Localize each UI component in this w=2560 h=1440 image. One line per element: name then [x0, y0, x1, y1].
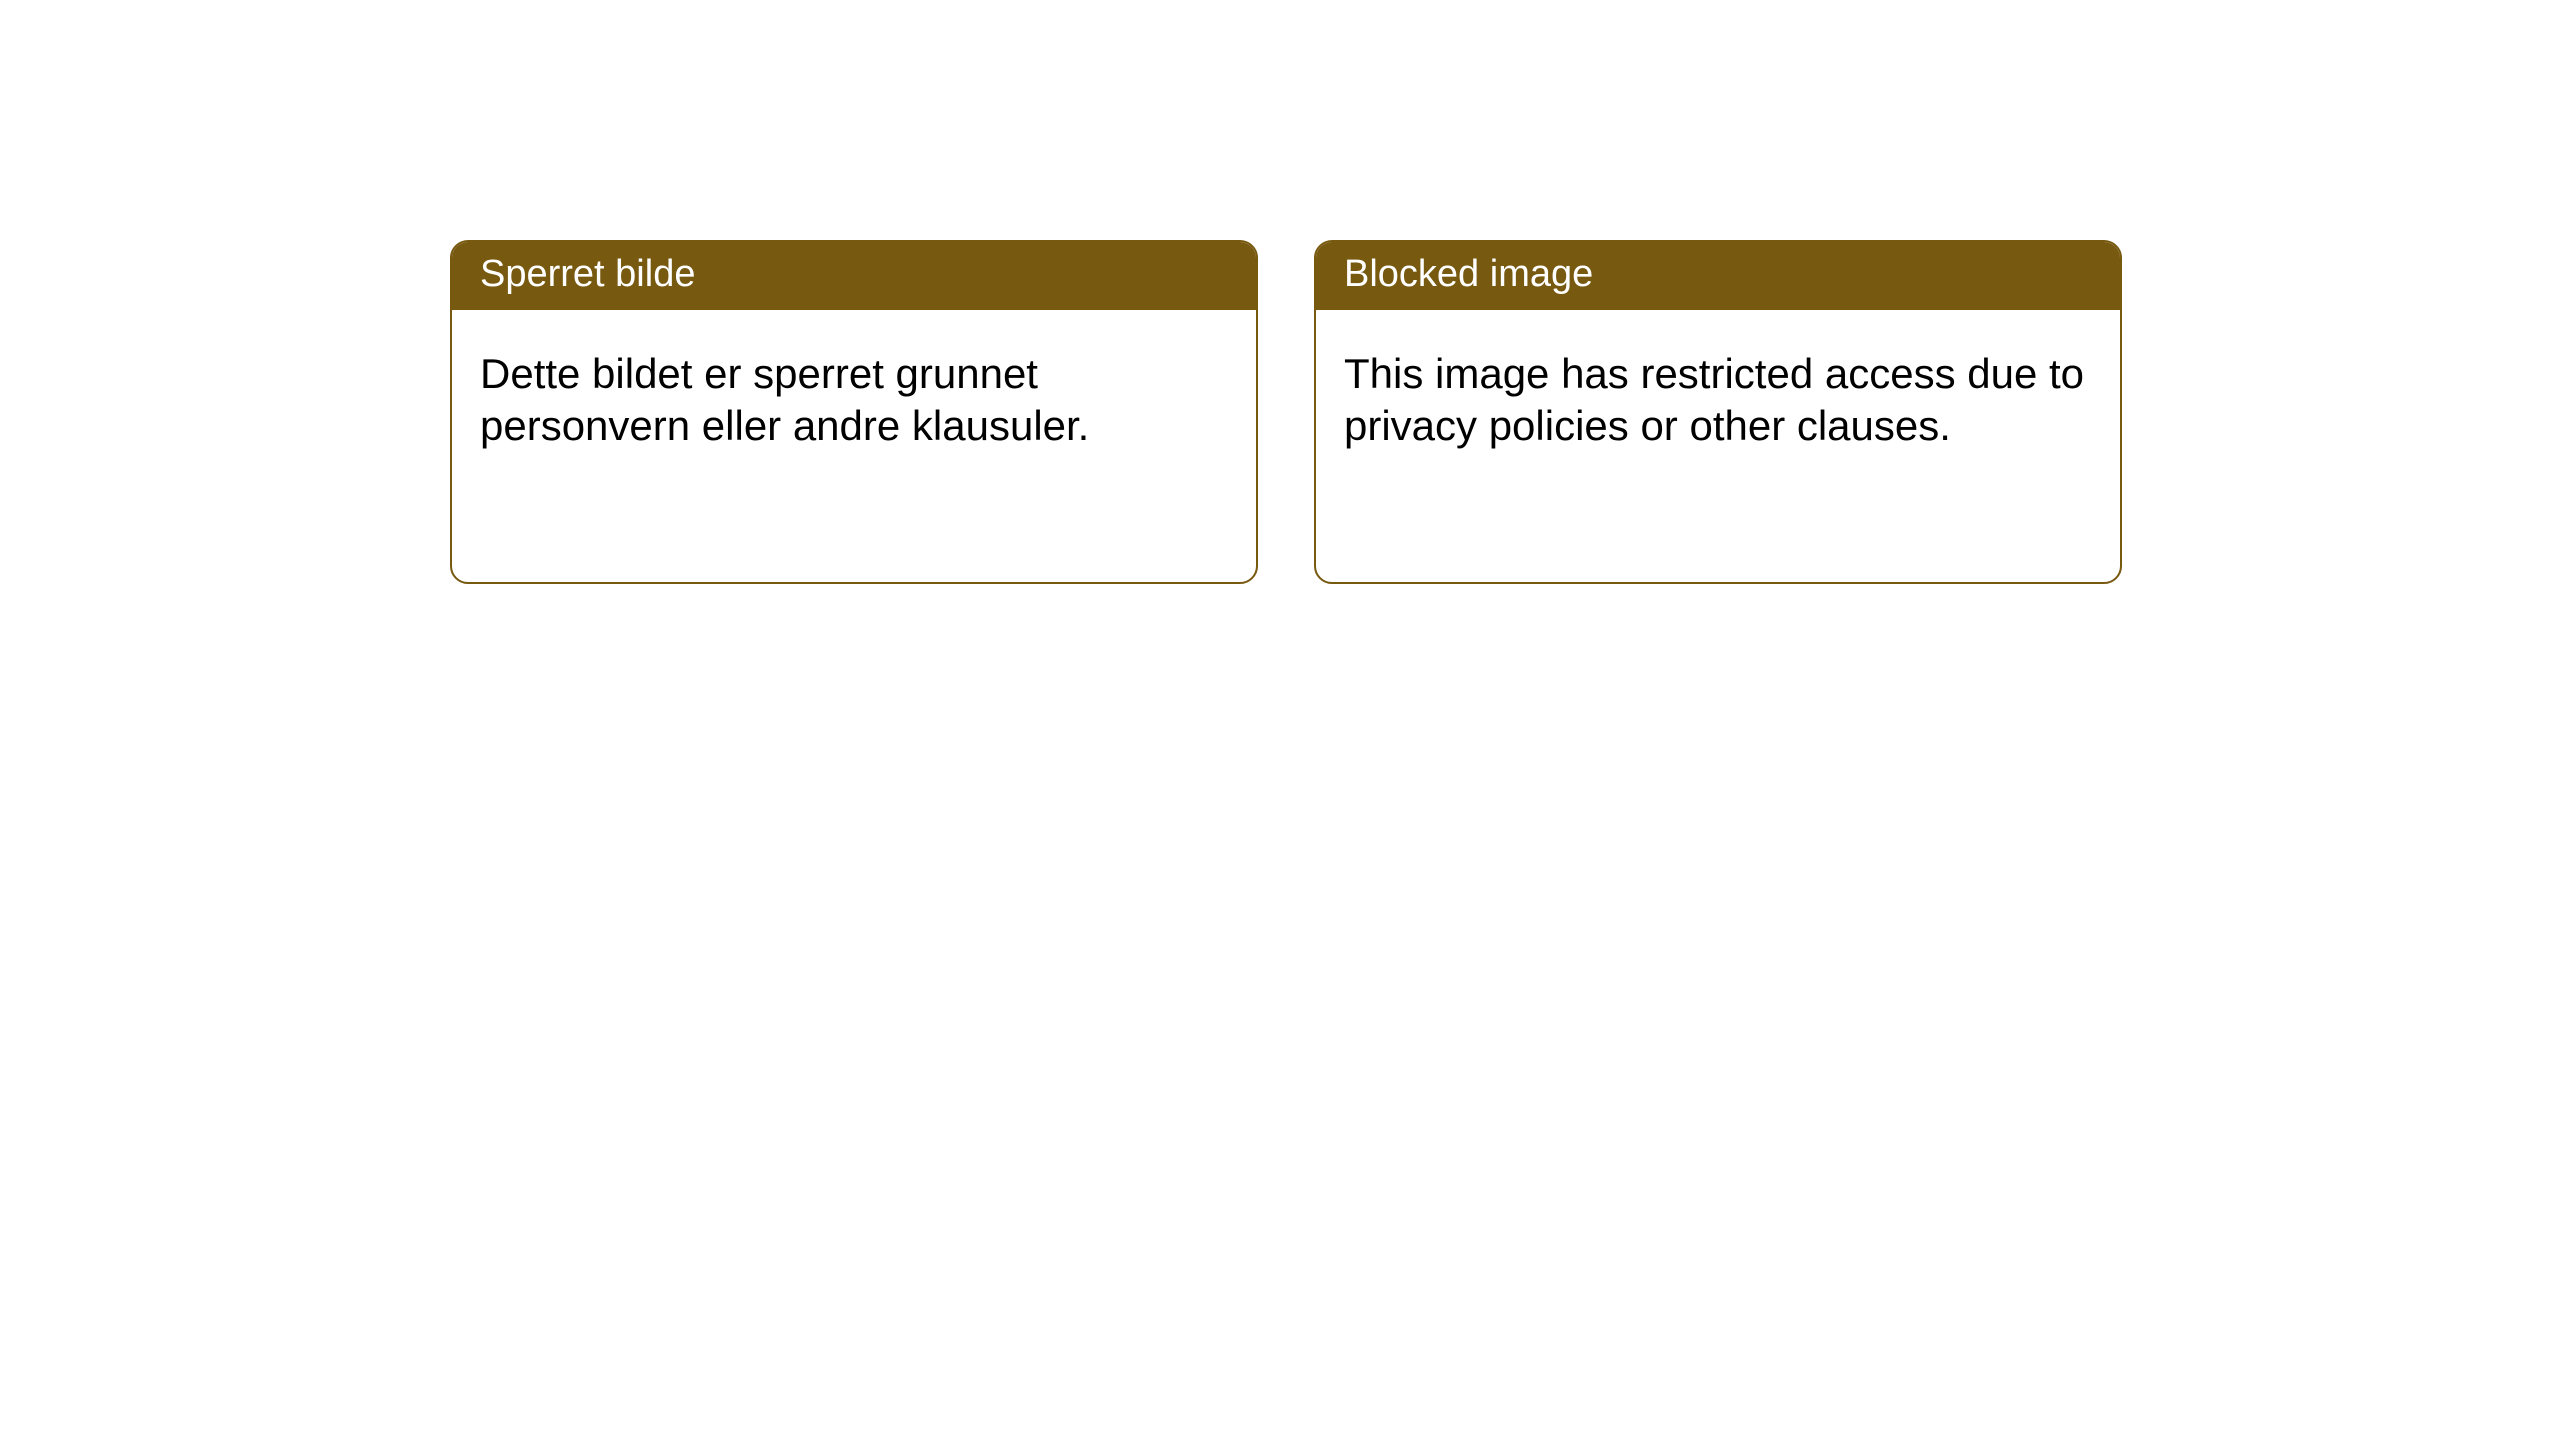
card-body-norwegian: Dette bildet er sperret grunnet personve… [452, 310, 1256, 582]
card-body-english: This image has restricted access due to … [1316, 310, 2120, 582]
notice-card-norwegian: Sperret bilde Dette bildet er sperret gr… [450, 240, 1258, 584]
card-header-english: Blocked image [1316, 242, 2120, 310]
notice-cards-container: Sperret bilde Dette bildet er sperret gr… [450, 240, 2122, 584]
card-header-norwegian: Sperret bilde [452, 242, 1256, 310]
notice-card-english: Blocked image This image has restricted … [1314, 240, 2122, 584]
